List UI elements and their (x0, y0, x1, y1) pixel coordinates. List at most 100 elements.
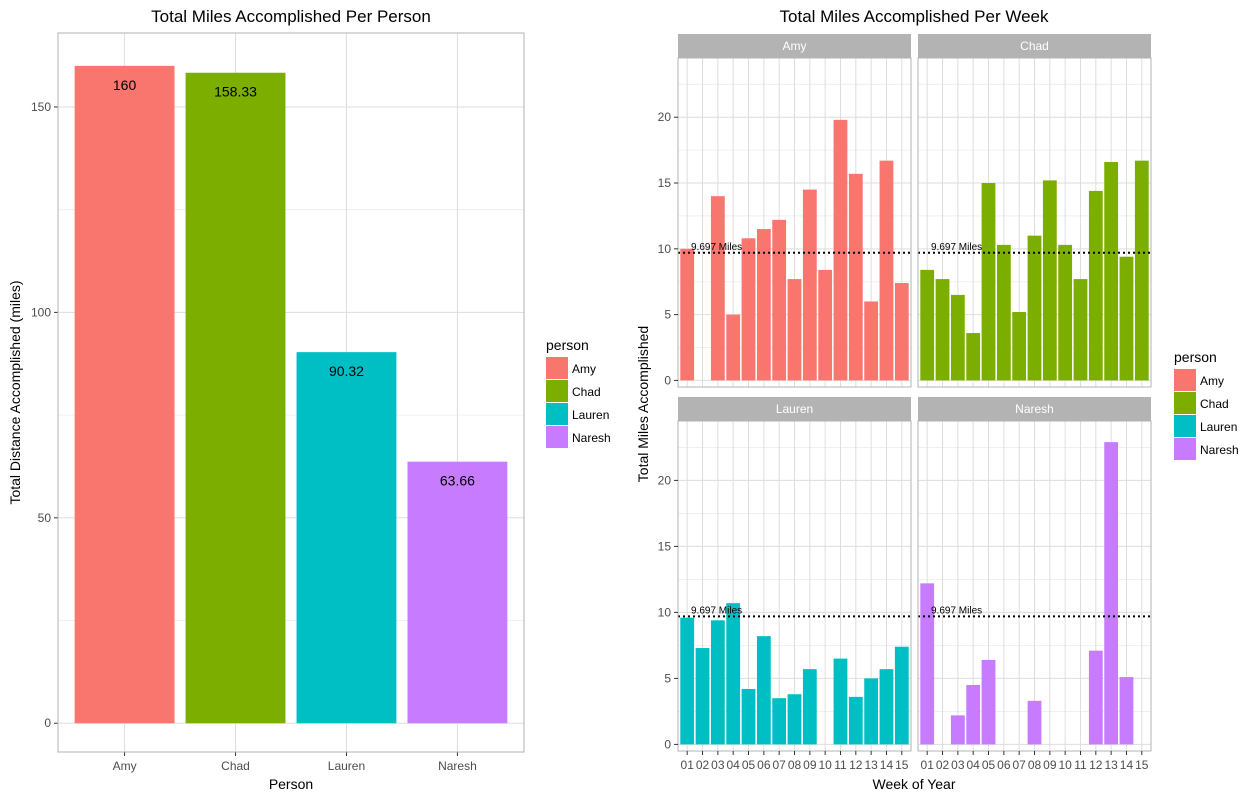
week-bar (920, 583, 935, 745)
facet-strip (678, 34, 911, 58)
y-axis-title: Total Distance Accomplished (miles) (7, 280, 23, 504)
week-bar (1088, 650, 1103, 745)
legend-key-amy (1174, 369, 1196, 391)
week-bar (1119, 677, 1134, 745)
week-bar (1012, 311, 1027, 381)
legend-label: Amy (572, 362, 596, 376)
week-bar (981, 659, 996, 745)
week-bar (966, 685, 981, 745)
week-bar (879, 669, 894, 745)
week-bar (710, 196, 725, 381)
week-bar (741, 238, 756, 381)
x-axis-title: Person (269, 776, 313, 792)
legend-title: person (1174, 349, 1217, 365)
x-tick-label: Chad (221, 759, 250, 773)
x-tick-label: Lauren (328, 759, 365, 773)
x-tick-label: 14 (1120, 758, 1134, 772)
facet-strip-label: Lauren (776, 402, 813, 416)
week-bar (981, 183, 996, 381)
week-bar (802, 189, 817, 381)
week-bar (920, 269, 935, 381)
y-tick-label: 50 (38, 511, 52, 525)
week-bar (1042, 180, 1057, 381)
week-bar (864, 678, 879, 745)
y-tick-label: 5 (664, 308, 671, 322)
x-tick-label: 15 (895, 758, 909, 772)
x-tick-label: 01 (921, 758, 935, 772)
legend-label: Naresh (1200, 443, 1239, 457)
y-tick-label: 15 (658, 176, 672, 190)
week-bar (741, 688, 756, 745)
week-bar (1073, 279, 1088, 381)
bar-chad (185, 72, 286, 724)
week-bar (1027, 235, 1042, 381)
x-tick-label: 12 (1089, 758, 1103, 772)
x-tick-label: 04 (967, 758, 981, 772)
week-bar (864, 301, 879, 381)
x-tick-label: 09 (803, 758, 817, 772)
week-bar (996, 244, 1011, 381)
week-bar (726, 603, 741, 745)
x-axis-title: Week of Year (872, 776, 955, 792)
panel-border (677, 57, 912, 388)
reference-line-label: 9.697 Miles (931, 242, 982, 253)
reference-line-label: 9.697 Miles (931, 605, 982, 616)
legend-key-lauren (546, 403, 568, 425)
legend-label: Chad (1200, 397, 1229, 411)
bar-value-label: 63.66 (440, 473, 475, 489)
week-bar (848, 696, 863, 745)
legend-label: Lauren (572, 408, 609, 422)
week-bar (695, 648, 710, 745)
x-tick-label: 03 (951, 758, 965, 772)
legend-label: Naresh (572, 431, 611, 445)
week-bar (950, 715, 965, 745)
week-bar (894, 646, 909, 745)
x-tick-label: 02 (936, 758, 950, 772)
y-tick-label: 0 (664, 373, 671, 387)
week-bar (935, 279, 950, 381)
week-bar (1134, 160, 1149, 381)
legend-label: Amy (1200, 374, 1224, 388)
week-bar (680, 248, 695, 381)
legend-title: person (546, 337, 589, 353)
y-tick-label: 5 (664, 671, 671, 685)
legend-label: Chad (572, 385, 601, 399)
x-tick-label: 12 (849, 758, 863, 772)
legend-key-amy (546, 357, 568, 379)
x-tick-label: 08 (788, 758, 802, 772)
week-bar (756, 636, 771, 745)
week-bar (848, 173, 863, 381)
legend-key-chad (1174, 392, 1196, 414)
week-bar (1058, 244, 1073, 381)
week-bar (726, 314, 741, 381)
week-bar (756, 229, 771, 381)
per-week-chart: Total Miles Accomplished Per Week Amy 9.69… (635, 7, 1239, 792)
bar-value-label: 90.32 (329, 363, 364, 379)
week-bar (879, 160, 894, 381)
week-bar (833, 658, 848, 745)
x-tick-label: 06 (757, 758, 771, 772)
y-tick-label: 150 (31, 100, 51, 114)
x-tick-label: 05 (742, 758, 756, 772)
panel-border (917, 57, 1152, 388)
x-tick-label: 07 (1012, 758, 1026, 772)
legend-key-naresh (1174, 438, 1196, 460)
facet-strip (678, 397, 911, 421)
week-bar (950, 294, 965, 381)
facet-panel-chad: Chad 9.697 Miles (917, 34, 1152, 388)
y-tick-label: 10 (658, 605, 672, 619)
x-tick-label: Naresh (438, 759, 477, 773)
week-bar (680, 617, 695, 745)
week-bar (833, 119, 848, 381)
week-bar (772, 698, 787, 745)
x-tick-label: 05 (982, 758, 996, 772)
x-tick-label: 08 (1028, 758, 1042, 772)
x-tick-label: 02 (696, 758, 710, 772)
legend-key-naresh (546, 426, 568, 448)
week-bar (787, 694, 802, 745)
y-tick-label: 0 (44, 716, 51, 730)
x-tick-label: 04 (727, 758, 741, 772)
week-bar (1088, 190, 1103, 381)
